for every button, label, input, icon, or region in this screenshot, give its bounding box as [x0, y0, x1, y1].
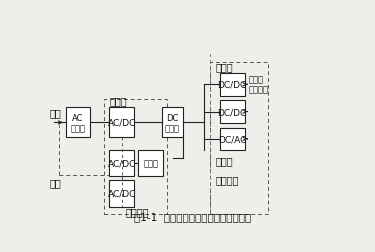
Bar: [220, 128, 245, 150]
Bar: [162, 108, 183, 138]
Text: 图1-1  程控数字通信系统基础电源设备: 图1-1 程控数字通信系统基础电源设备: [134, 211, 251, 221]
Text: 交换机
功能元件: 交换机 功能元件: [249, 75, 269, 94]
Bar: [104, 100, 168, 215]
Text: DC/DC: DC/DC: [217, 81, 247, 89]
Bar: [110, 108, 134, 138]
Text: 逆变器: 逆变器: [215, 155, 233, 165]
Text: DC
配电屏: DC 配电屏: [165, 113, 180, 133]
Bar: [110, 150, 134, 177]
Text: DC/AC: DC/AC: [218, 135, 246, 144]
Text: 机架电源: 机架电源: [215, 175, 239, 185]
Text: 变换器: 变换器: [215, 62, 233, 72]
Text: 蓄电池: 蓄电池: [143, 159, 158, 168]
Text: AC/DC: AC/DC: [108, 159, 136, 168]
Bar: [220, 74, 245, 96]
Text: DC/DC: DC/DC: [217, 108, 247, 117]
Text: 市电: 市电: [49, 108, 61, 118]
Bar: [210, 63, 268, 215]
Text: 基础电源: 基础电源: [125, 207, 149, 217]
Bar: [110, 181, 134, 207]
Text: AC/DC: AC/DC: [108, 118, 136, 127]
Text: 整流器: 整流器: [110, 96, 127, 106]
Text: AC/DC: AC/DC: [108, 189, 136, 198]
Bar: [220, 101, 245, 123]
Text: 油机: 油机: [49, 178, 61, 187]
Bar: [66, 108, 90, 138]
Text: AC
配电屏: AC 配电屏: [70, 113, 86, 133]
Bar: [138, 150, 163, 177]
